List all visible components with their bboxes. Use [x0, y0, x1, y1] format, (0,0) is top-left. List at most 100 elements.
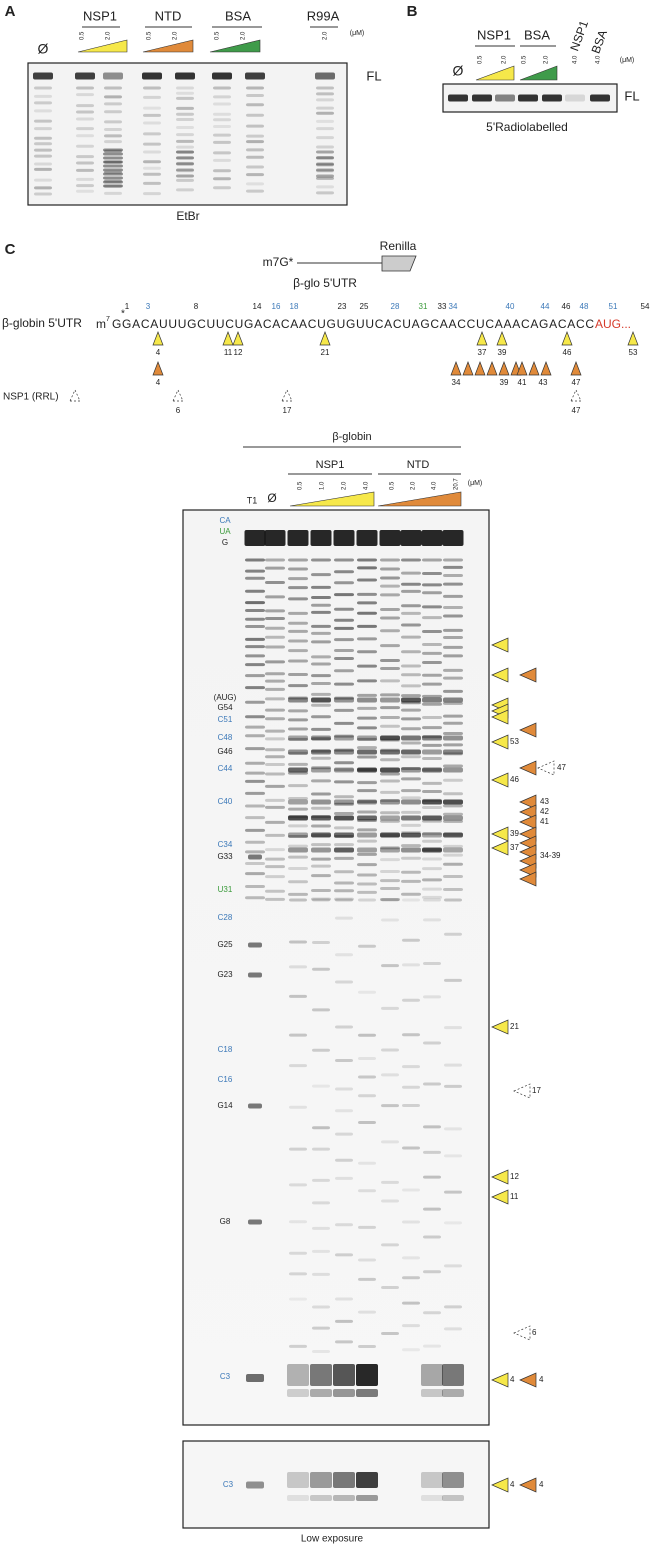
rrl-site: [570, 389, 582, 402]
gel-band: [402, 938, 420, 942]
gel-band: [443, 764, 463, 768]
gel-band: [213, 112, 231, 116]
gel-band: [310, 1472, 332, 1488]
band-label: FL: [624, 88, 639, 103]
concentration: 0.5: [80, 31, 86, 40]
gel-band: [288, 735, 308, 741]
gel-band: [380, 679, 400, 683]
gel-band: [422, 832, 442, 838]
gel-band: [34, 186, 52, 190]
gel-band: [248, 854, 262, 860]
gel-band: [176, 139, 194, 143]
panel-label: A: [5, 3, 16, 20]
gel-band: [401, 611, 421, 615]
gel-band: [34, 136, 52, 140]
gel-band: [381, 1180, 399, 1184]
gel-band: [335, 916, 353, 920]
gel-band: [422, 629, 442, 633]
ntd-marker: [519, 1372, 537, 1388]
gel-band: [334, 843, 354, 847]
gel-band: [380, 584, 400, 588]
rotated-label: NSP1: [567, 18, 591, 53]
gradient: [519, 65, 558, 81]
gel-band: [245, 771, 265, 775]
ntd-marker: [519, 814, 537, 830]
gel-band: [423, 1041, 441, 1045]
gel-band: [142, 72, 162, 80]
gel-band: [444, 1063, 462, 1067]
group-label: BSA: [524, 27, 550, 42]
gel-band: [265, 784, 285, 788]
gel-band: [213, 86, 231, 90]
gel-band: [176, 150, 194, 154]
gel-band: [357, 852, 377, 856]
gel-band: [311, 815, 331, 821]
right-label: 39: [510, 829, 519, 838]
gel-band: [380, 715, 400, 719]
concentration: 0.5: [215, 31, 221, 40]
gel-band: [401, 796, 421, 800]
gel-band: [33, 72, 53, 80]
gel-band: [402, 1188, 420, 1192]
template-label: β-globin: [332, 431, 371, 443]
gel-band: [265, 897, 285, 901]
gel-band: [288, 880, 308, 884]
gel-band: [334, 870, 354, 874]
reporter-label: Renilla: [380, 239, 417, 253]
group-label: NSP1: [83, 8, 117, 23]
gel-band: [288, 684, 308, 688]
gel-band: [316, 168, 334, 172]
gel-band: [335, 898, 353, 902]
gel-band: [334, 826, 354, 830]
gel-band: [380, 629, 400, 633]
gel-band: [443, 735, 463, 741]
gel-band: [401, 879, 421, 883]
right-label: 53: [510, 737, 519, 746]
gel-band: [379, 530, 401, 546]
left-label: U31: [218, 885, 233, 894]
gel-band: [311, 766, 331, 770]
gel-band: [288, 611, 308, 615]
gel-band: [402, 1276, 420, 1280]
gel-band: [444, 1327, 462, 1331]
rrl-site: [69, 389, 81, 402]
gel-band: [422, 642, 442, 646]
gel-band: [357, 882, 377, 886]
gel-band: [401, 870, 421, 874]
gel-band: [265, 889, 285, 893]
gel-band: [422, 767, 442, 773]
gel-band: [143, 160, 161, 164]
position-number: 28: [391, 302, 400, 311]
concentration: 4.0: [364, 481, 370, 490]
reporter-box: [381, 255, 417, 272]
gel-band: [334, 735, 354, 741]
gel-band: [423, 1082, 441, 1086]
gel-band: [104, 184, 122, 188]
gel-band: [246, 113, 264, 117]
gel-band: [422, 789, 442, 793]
nsp1-site: [222, 331, 234, 346]
gel-band: [288, 621, 308, 625]
gel-band: [380, 697, 400, 703]
gel-band: [104, 160, 122, 164]
gel-band: [265, 848, 285, 852]
gel-band: [402, 1065, 420, 1069]
gel-band: [143, 121, 161, 125]
gel-band: [311, 682, 331, 686]
right-label: 17: [532, 1086, 541, 1095]
gel-band: [381, 1243, 399, 1247]
gel-band: [312, 1249, 330, 1253]
gel-band: [381, 898, 399, 902]
nsp1-marker: [491, 1477, 509, 1493]
gel-band: [288, 558, 308, 562]
gel-band: [423, 918, 441, 922]
gel-band: [289, 994, 307, 998]
gel-band: [444, 1154, 462, 1158]
gel-band: [334, 657, 354, 661]
gel-band: [335, 1297, 353, 1301]
gel-band: [245, 779, 265, 783]
gel-band: [310, 1389, 332, 1397]
gel-band: [311, 874, 331, 878]
site-label: 6: [176, 406, 181, 415]
gel-band: [443, 752, 463, 756]
